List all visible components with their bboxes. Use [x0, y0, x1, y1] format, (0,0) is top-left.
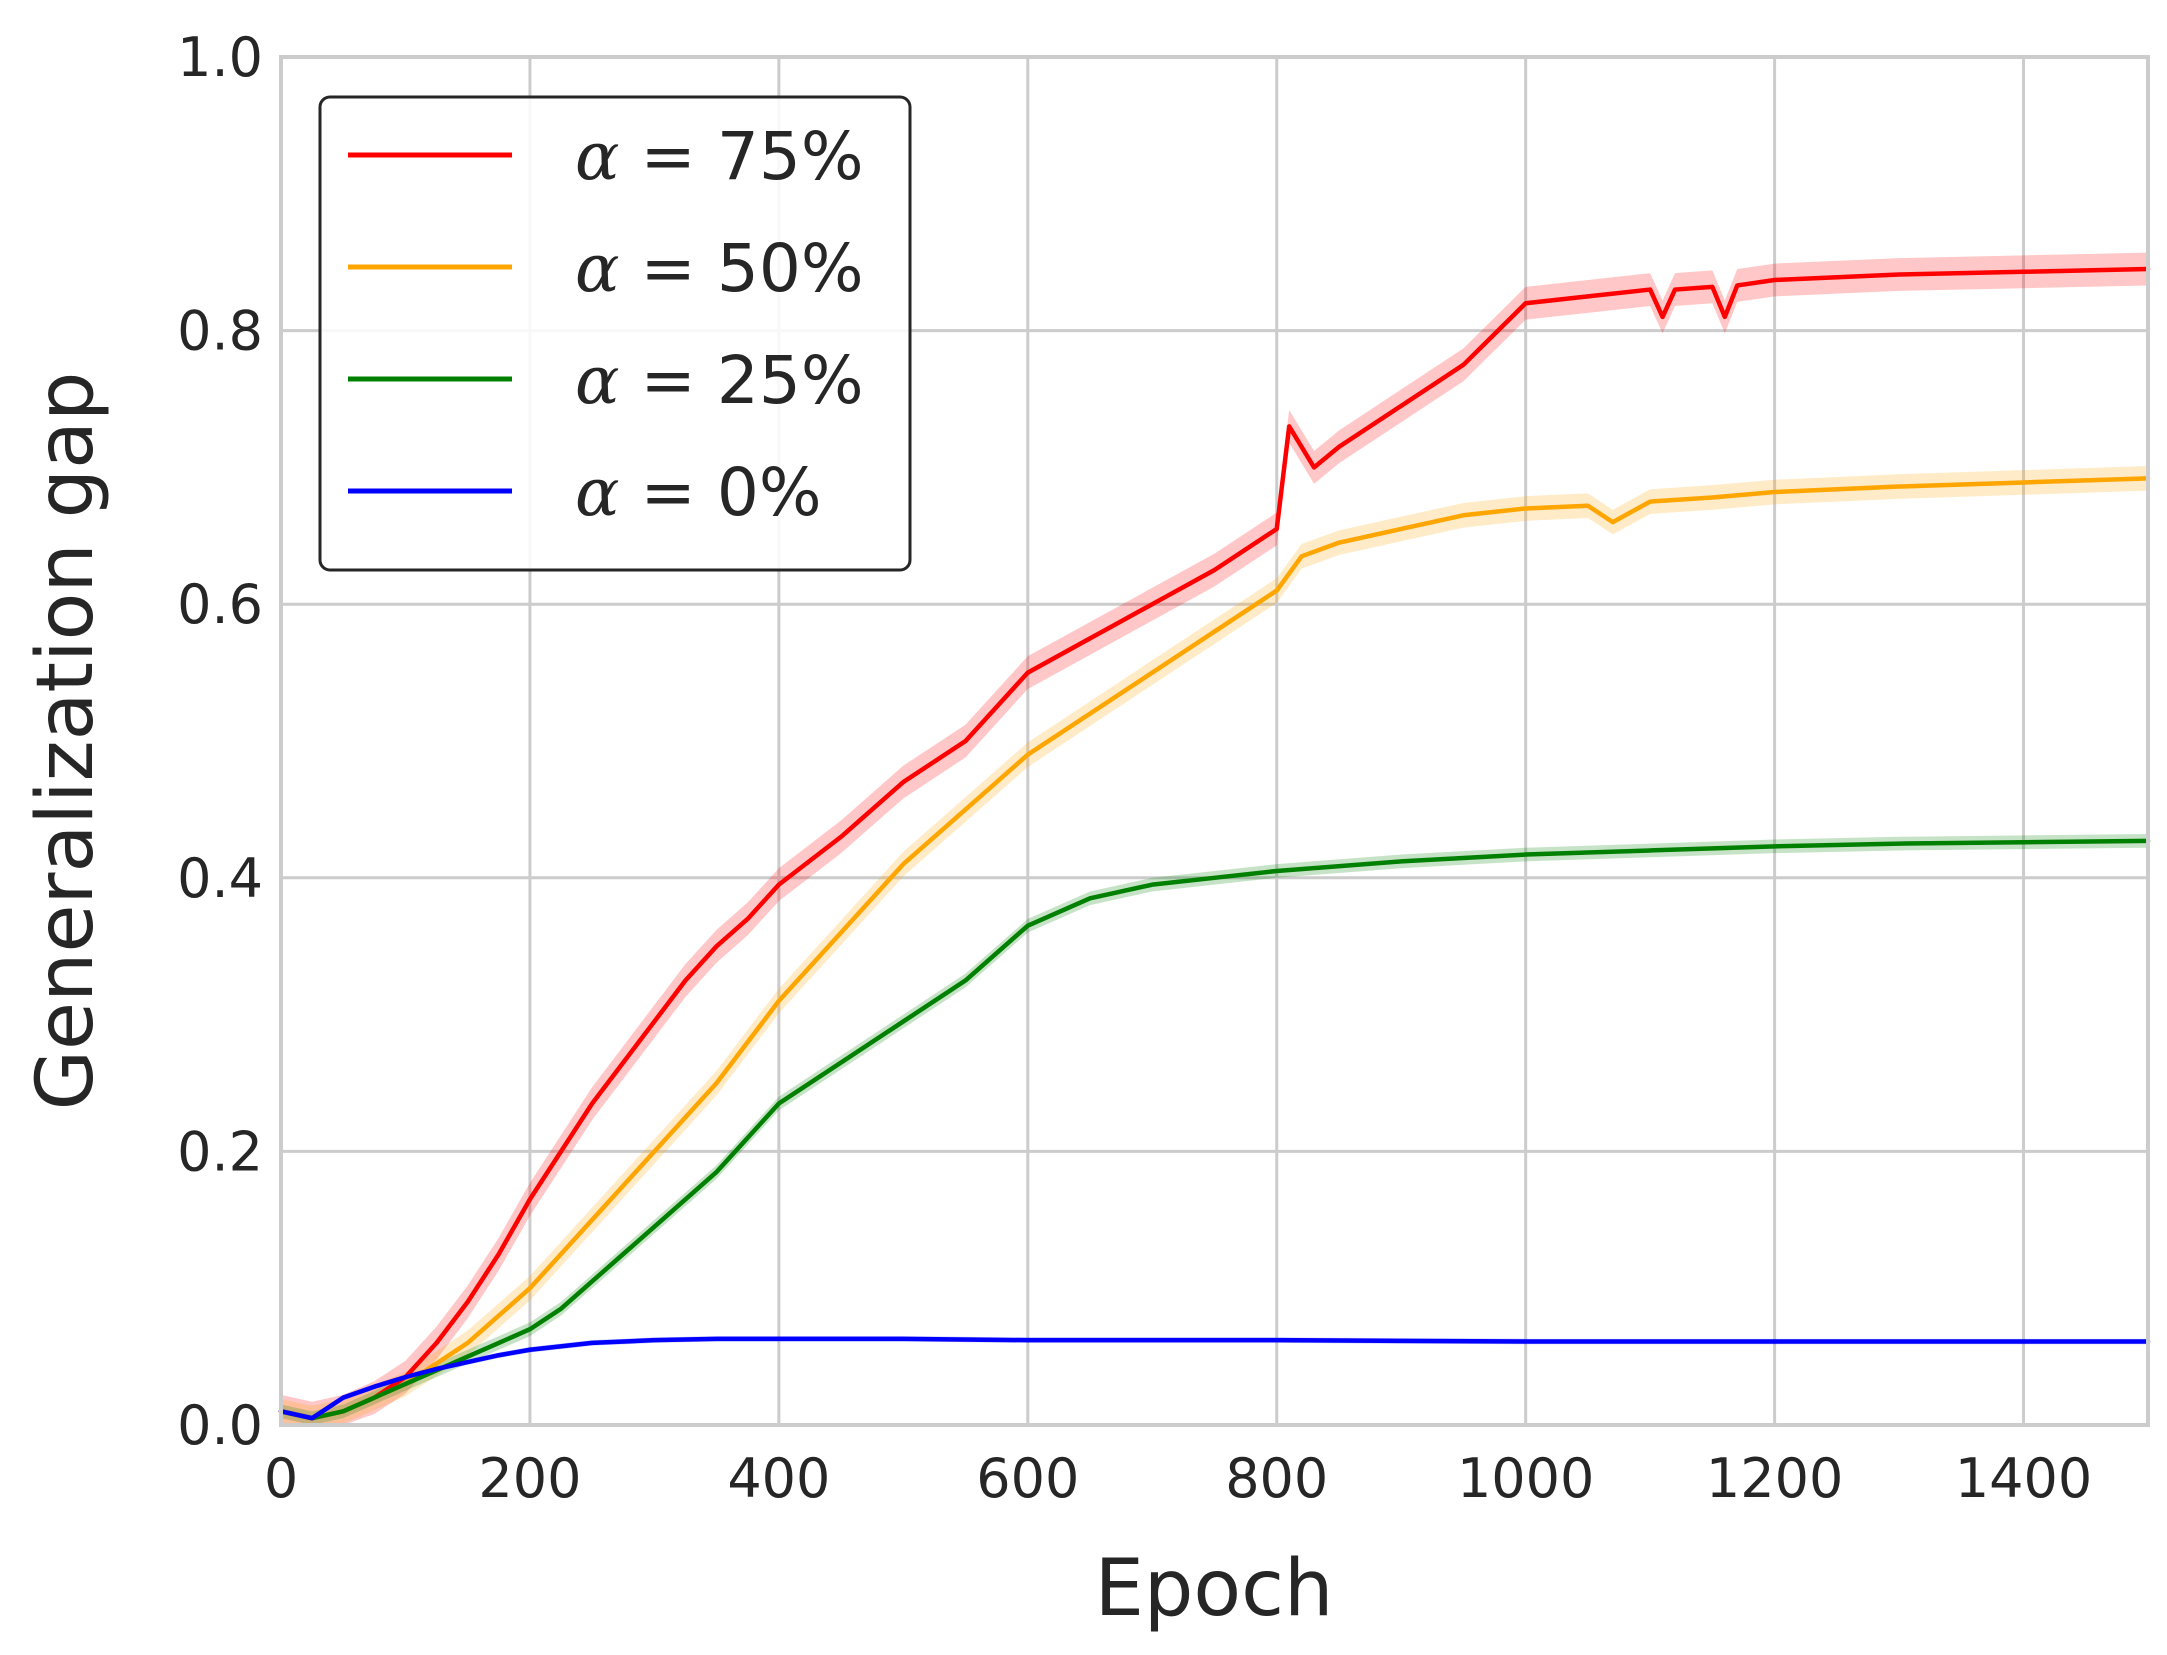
x-tick-label: 0 [264, 1447, 298, 1510]
confidence-band [281, 252, 2148, 1425]
y-tick-labels: 0.0 0.2 0.4 0.6 0.8 1.0 [177, 26, 263, 1457]
series-lines [278, 266, 2151, 1421]
series-line [278, 476, 2151, 1421]
y-tick-label: 0.4 [177, 847, 263, 910]
y-tick-label: 0.0 [177, 1394, 263, 1457]
y-tick-label: 0.2 [177, 1120, 263, 1183]
legend-label: α = 25% [575, 342, 864, 419]
plot-frame [279, 55, 2150, 1427]
y-tick-label: 0.6 [177, 573, 263, 636]
confidence-band [281, 834, 2148, 1425]
confidence-band [281, 466, 2148, 1426]
x-tick-label: 200 [478, 1447, 581, 1510]
x-tick-label: 1000 [1457, 1447, 1594, 1510]
legend-label: α = 75% [575, 118, 864, 195]
y-tick-label: 0.8 [177, 300, 263, 363]
x-axis-label: Epoch [1095, 1544, 1334, 1634]
series-line [278, 1336, 2151, 1421]
x-tick-label: 1200 [1706, 1447, 1843, 1510]
confidence-band [281, 1336, 2148, 1421]
legend-label: α = 50% [575, 230, 864, 307]
series-line [278, 838, 2151, 1421]
x-tick-label: 1400 [1955, 1447, 2092, 1510]
x-tick-label: 400 [727, 1447, 830, 1510]
x-tick-labels: 0 200 400 600 800 1000 1200 1400 [264, 1447, 2092, 1510]
series-line [278, 266, 2151, 1421]
x-tick-label: 600 [976, 1447, 1079, 1510]
x-tick-label: 800 [1225, 1447, 1328, 1510]
legend-label: α = 0% [575, 454, 822, 531]
legend-box [318, 95, 912, 572]
y-axis-label: Generalization gap [21, 372, 111, 1111]
y-tick-label: 1.0 [177, 26, 263, 89]
legend: α = 75% α = 50% α = 25% α = 0% [318, 95, 912, 572]
confidence-bands [281, 252, 2148, 1426]
